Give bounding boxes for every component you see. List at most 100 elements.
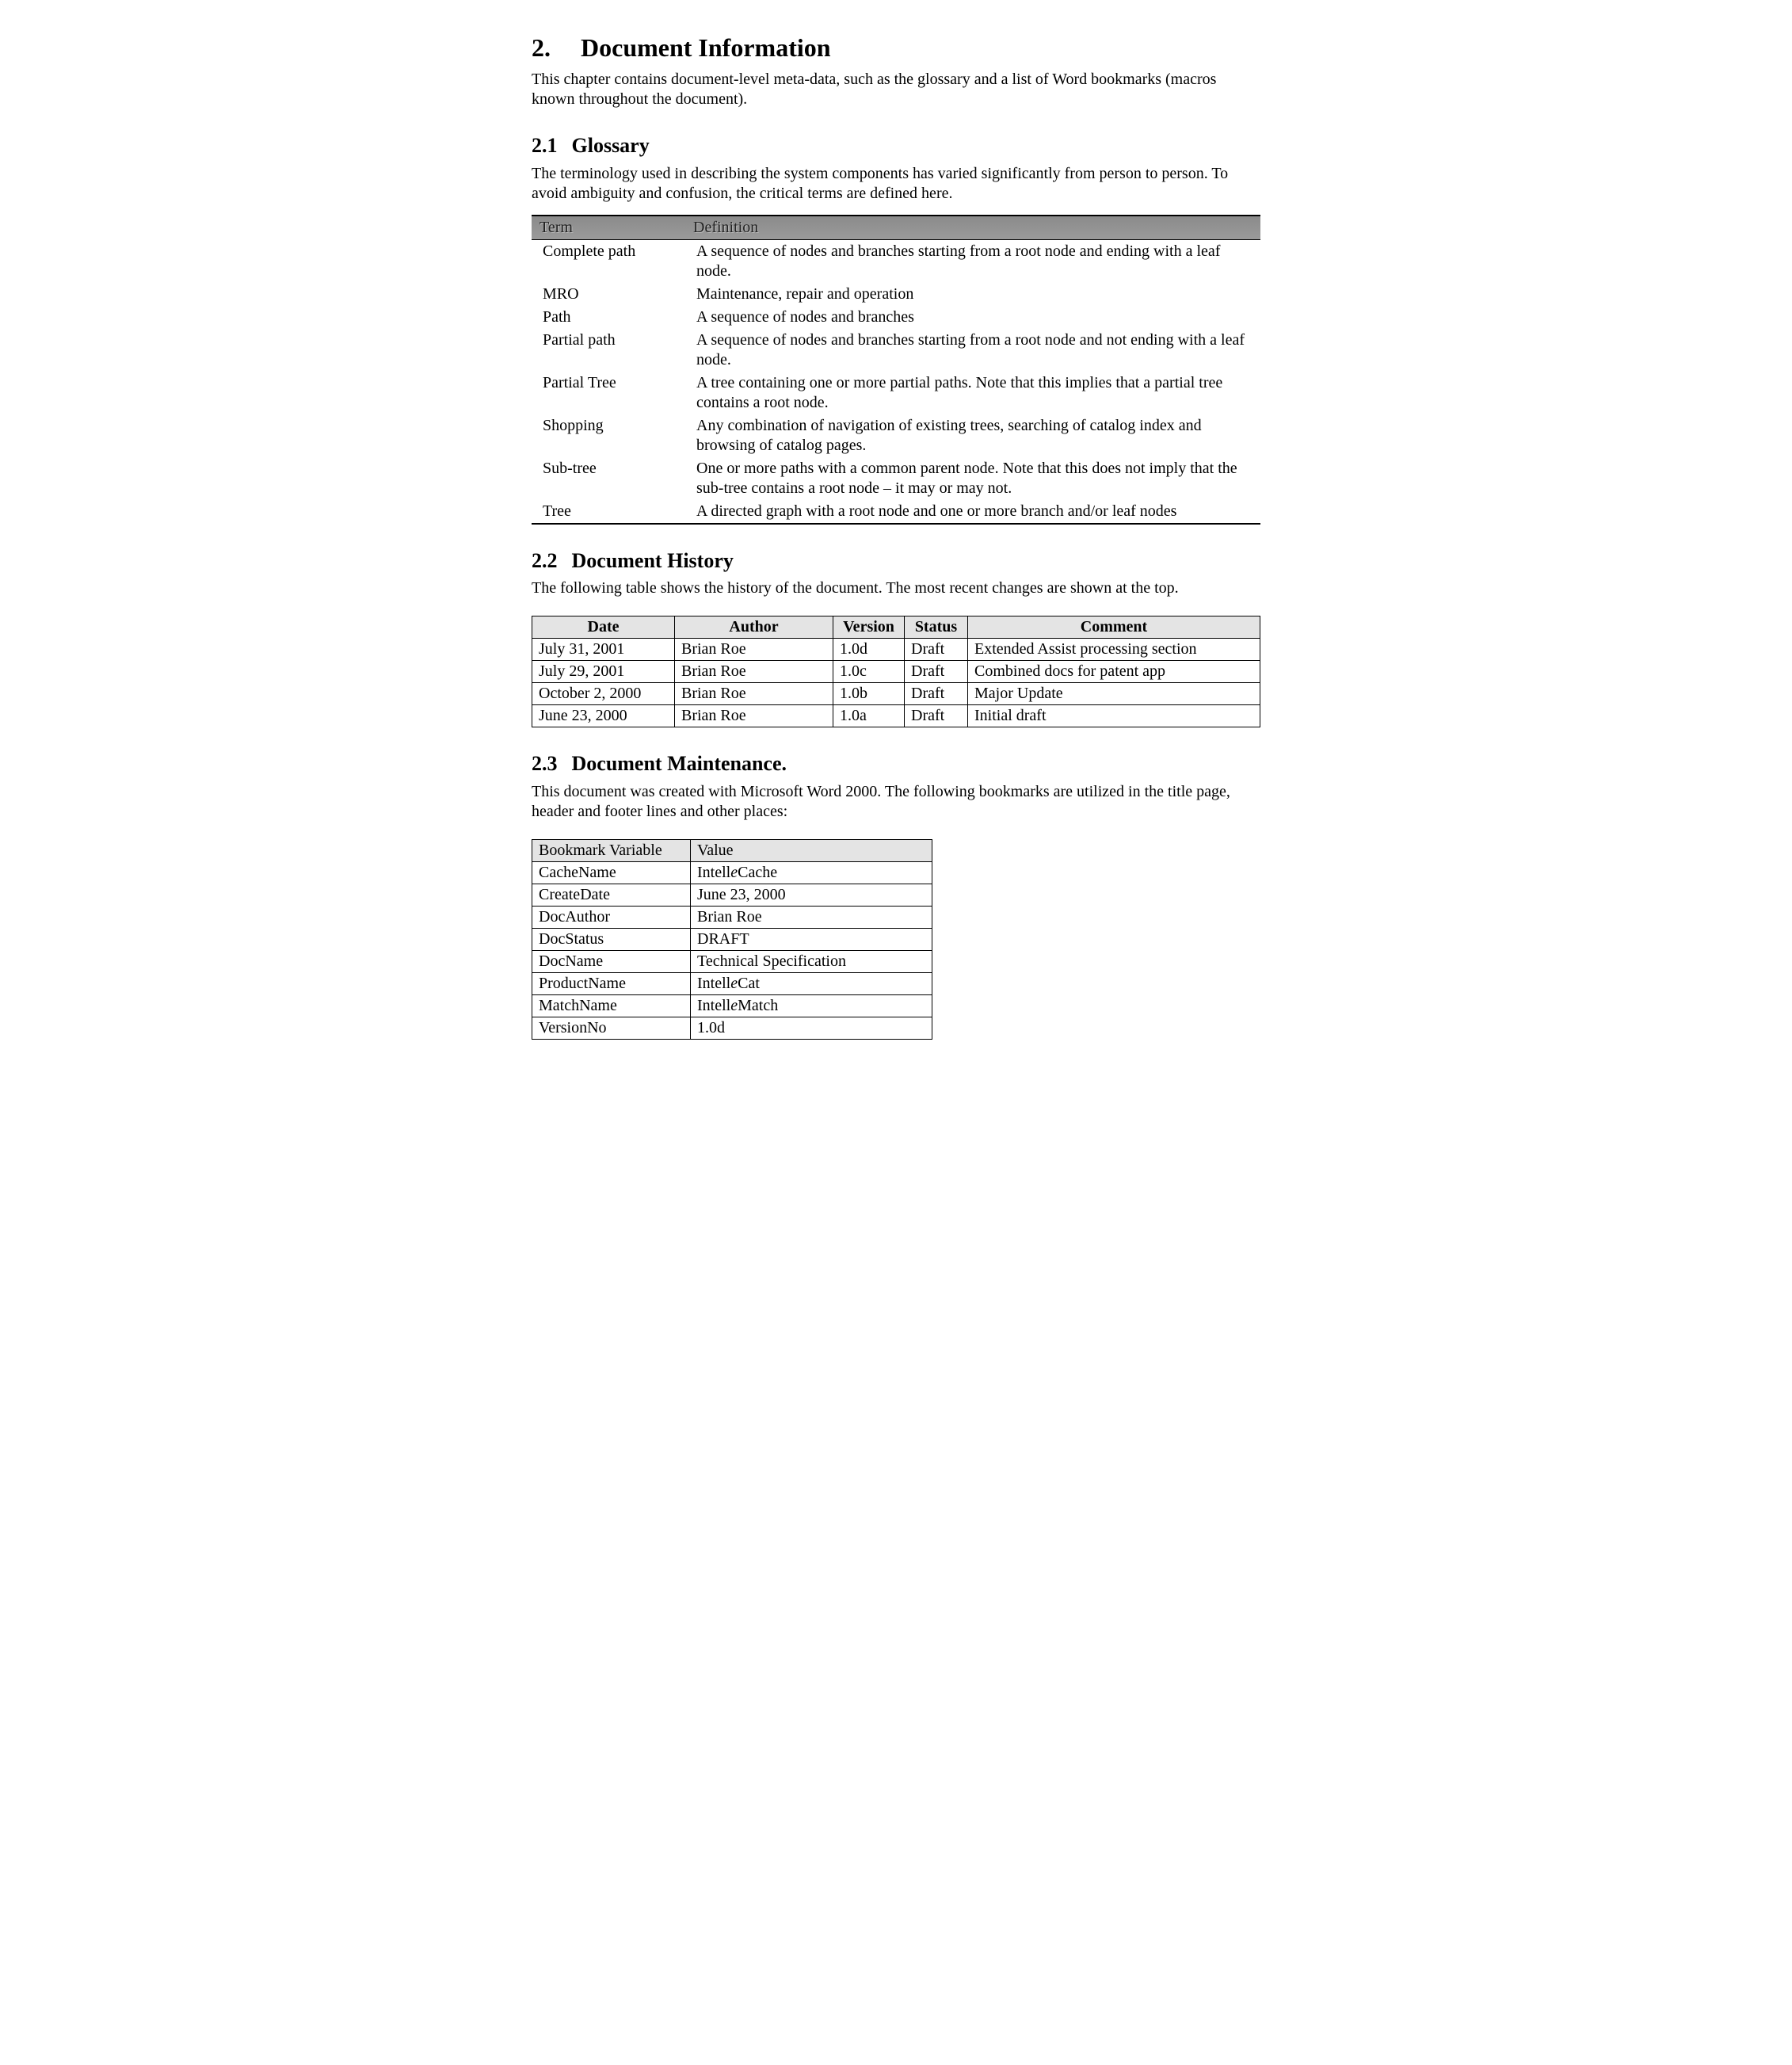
history-cell: July 29, 2001 [532,661,675,683]
maintenance-title: Document Maintenance. [572,752,787,775]
history-heading: 2.2 Document History [532,548,1260,574]
bookmark-variable: DocName [532,950,691,972]
glossary-term: Complete path [532,239,685,283]
history-cell: 1.0b [833,683,905,705]
glossary-row: Partial TreeA tree containing one or mor… [532,372,1260,414]
section-title: Document Information [581,33,831,62]
glossary-row: Sub-treeOne or more paths with a common … [532,457,1260,500]
glossary-definition: A directed graph with a root node and on… [685,500,1260,524]
bookmark-variable: CacheName [532,861,691,884]
history-number: 2.2 [532,548,566,574]
bookmark-value: DRAFT [691,928,932,950]
bookmark-row: VersionNo1.0d [532,1017,932,1039]
bookmarks-col-value: Value [691,839,932,861]
history-cell: Combined docs for patent app [968,661,1260,683]
maintenance-intro: This document was created with Microsoft… [532,782,1260,822]
glossary-heading: 2.1 Glossary [532,133,1260,159]
history-cell: June 23, 2000 [532,705,675,727]
history-cell: Draft [905,705,968,727]
glossary-term: Shopping [532,414,685,457]
bookmark-variable: VersionNo [532,1017,691,1039]
history-cell: Initial draft [968,705,1260,727]
history-cell: 1.0c [833,661,905,683]
history-cell: Major Update [968,683,1260,705]
bookmark-row: DocAuthorBrian Roe [532,906,932,928]
history-col-status: Status [905,616,968,639]
bookmark-variable: DocAuthor [532,906,691,928]
bookmark-value: Brian Roe [691,906,932,928]
history-cell: July 31, 2001 [532,639,675,661]
glossary-col-definition: Definition [685,216,1260,240]
history-row: October 2, 2000Brian Roe1.0bDraftMajor U… [532,683,1260,705]
history-row: July 29, 2001Brian Roe1.0cDraftCombined … [532,661,1260,683]
glossary-col-term: Term [532,216,685,240]
history-col-date: Date [532,616,675,639]
bookmark-row: CreateDateJune 23, 2000 [532,884,932,906]
bookmark-variable: DocStatus [532,928,691,950]
maintenance-number: 2.3 [532,751,566,777]
bookmark-value: Technical Specification [691,950,932,972]
bookmark-row: ProductNameIntelleCat [532,972,932,994]
history-row: June 23, 2000Brian Roe1.0aDraftInitial d… [532,705,1260,727]
bookmark-row: CacheNameIntelleCache [532,861,932,884]
history-cell: October 2, 2000 [532,683,675,705]
history-table: Date Author Version Status Comment July … [532,616,1260,727]
history-cell: Brian Roe [675,639,833,661]
glossary-term: Path [532,306,685,329]
glossary-title: Glossary [572,134,650,157]
glossary-row: Complete pathA sequence of nodes and bra… [532,239,1260,283]
glossary-row: TreeA directed graph with a root node an… [532,500,1260,524]
bookmarks-table: Bookmark Variable Value CacheNameIntelle… [532,839,932,1040]
glossary-term: Tree [532,500,685,524]
bookmark-row: MatchNameIntelleMatch [532,994,932,1017]
glossary-definition: A sequence of nodes and branches startin… [685,329,1260,372]
bookmark-value: IntelleCat [691,972,932,994]
section-heading: 2. Document Information [532,32,1260,63]
glossary-term: MRO [532,283,685,306]
history-col-version: Version [833,616,905,639]
glossary-table: Term Definition Complete pathA sequence … [532,215,1260,525]
section-intro: This chapter contains document-level met… [532,70,1260,109]
history-cell: Extended Assist processing section [968,639,1260,661]
history-cell: 1.0a [833,705,905,727]
history-row: July 31, 2001Brian Roe1.0dDraftExtended … [532,639,1260,661]
section-number: 2. [532,32,574,63]
glossary-number: 2.1 [532,133,566,159]
glossary-row: PathA sequence of nodes and branches [532,306,1260,329]
glossary-row: Partial pathA sequence of nodes and bran… [532,329,1260,372]
glossary-definition: A sequence of nodes and branches [685,306,1260,329]
history-cell: 1.0d [833,639,905,661]
glossary-row: ShoppingAny combination of navigation of… [532,414,1260,457]
history-col-author: Author [675,616,833,639]
history-title: Document History [572,549,734,572]
glossary-definition: Maintenance, repair and operation [685,283,1260,306]
bookmark-value: 1.0d [691,1017,932,1039]
glossary-intro: The terminology used in describing the s… [532,164,1260,204]
glossary-term: Partial path [532,329,685,372]
glossary-definition: A tree containing one or more partial pa… [685,372,1260,414]
maintenance-heading: 2.3 Document Maintenance. [532,751,1260,777]
history-cell: Draft [905,661,968,683]
history-cell: Draft [905,683,968,705]
history-cell: Brian Roe [675,661,833,683]
glossary-definition: A sequence of nodes and branches startin… [685,239,1260,283]
history-col-comment: Comment [968,616,1260,639]
history-intro: The following table shows the history of… [532,578,1260,598]
bookmark-value: IntelleCache [691,861,932,884]
bookmark-variable: ProductName [532,972,691,994]
glossary-term: Partial Tree [532,372,685,414]
history-cell: Draft [905,639,968,661]
glossary-term: Sub-tree [532,457,685,500]
history-cell: Brian Roe [675,683,833,705]
bookmark-row: DocStatusDRAFT [532,928,932,950]
bookmark-variable: CreateDate [532,884,691,906]
bookmark-value: IntelleMatch [691,994,932,1017]
bookmarks-col-variable: Bookmark Variable [532,839,691,861]
glossary-row: MROMaintenance, repair and operation [532,283,1260,306]
glossary-definition: Any combination of navigation of existin… [685,414,1260,457]
glossary-definition: One or more paths with a common parent n… [685,457,1260,500]
bookmark-value: June 23, 2000 [691,884,932,906]
history-cell: Brian Roe [675,705,833,727]
bookmark-row: DocNameTechnical Specification [532,950,932,972]
bookmark-variable: MatchName [532,994,691,1017]
